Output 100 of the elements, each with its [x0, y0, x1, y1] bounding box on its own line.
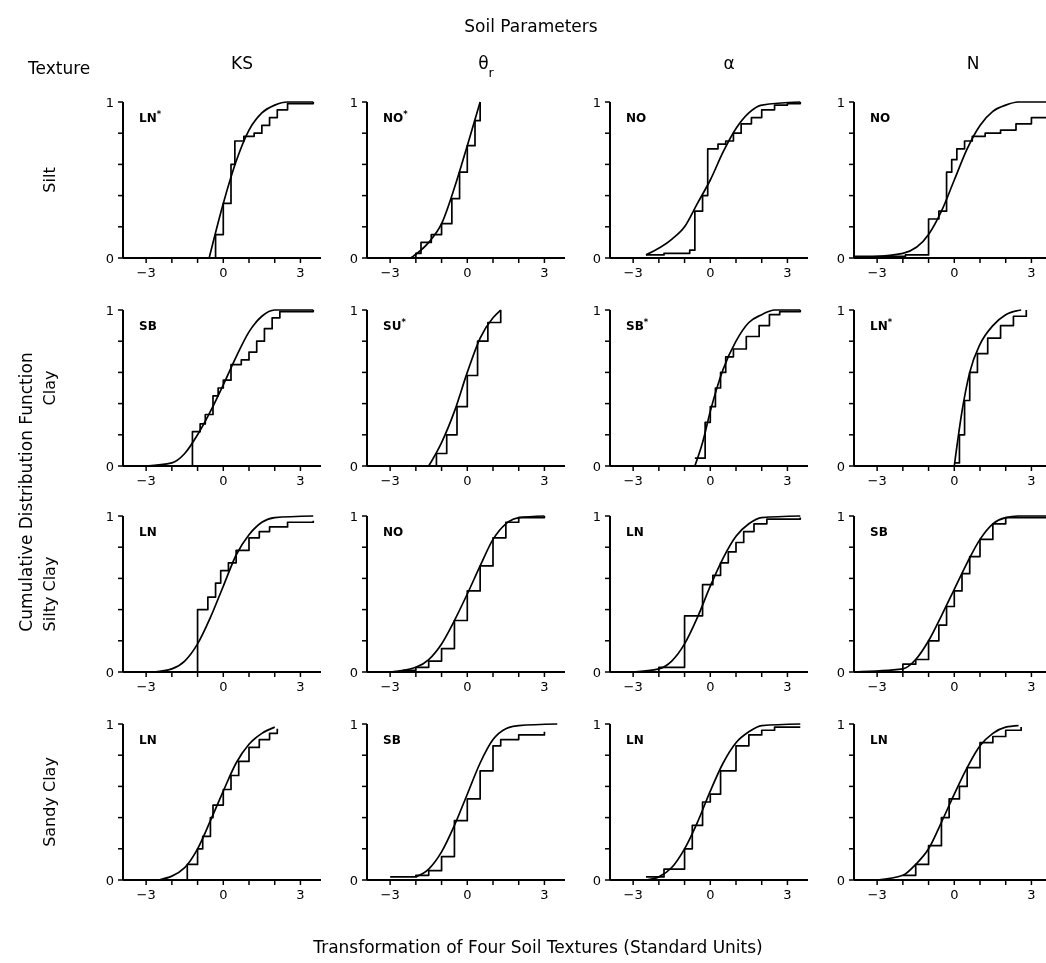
y-tick-label: 1 — [836, 716, 845, 732]
text: Cumulative Distribution Function — [16, 352, 36, 632]
y-axis-title: Clay — [40, 370, 59, 406]
x-tick-label: −3 — [380, 679, 400, 694]
x-tick-label: 0 — [950, 265, 959, 280]
x-tick-label: −3 — [136, 265, 156, 280]
y-tick-label: 0 — [105, 250, 114, 266]
x-tick-label: −3 — [867, 887, 887, 902]
x-tick-label: 0 — [463, 679, 472, 694]
y-tick-label: 0 — [836, 872, 845, 888]
x-tick-label: 0 — [706, 265, 715, 280]
y-axis-title: Silt — [40, 167, 59, 193]
x-tick-label: −3 — [136, 679, 156, 694]
x-tick-label: 0 — [706, 473, 715, 488]
x-tick-label: −3 — [867, 265, 887, 280]
x-tick-label: −3 — [380, 265, 400, 280]
x-tick-label: 0 — [463, 473, 472, 488]
x-tick-label: 0 — [950, 679, 959, 694]
y-tick-label: 1 — [836, 94, 845, 110]
annotation: LN — [139, 525, 157, 539]
y-tick-label: 1 — [105, 508, 114, 524]
x-tick-label: −3 — [623, 887, 643, 902]
chart-title: N — [966, 53, 980, 73]
annotation: SB — [870, 525, 888, 539]
x-tick-label: 0 — [950, 473, 959, 488]
x-tick-label: −3 — [136, 473, 156, 488]
y-tick-label: 0 — [349, 458, 358, 474]
x-tick-label: 3 — [540, 473, 549, 488]
x-tick-label: 3 — [783, 265, 792, 280]
y-axis-title: Silty Clay — [40, 556, 59, 632]
x-tick-label: 3 — [783, 473, 792, 488]
x-tick-label: 3 — [296, 679, 305, 694]
annotation: LN — [139, 733, 157, 747]
x-tick-label: −3 — [623, 265, 643, 280]
x-tick-label: 3 — [1027, 473, 1036, 488]
annotation: SB — [383, 733, 401, 747]
x-tick-label: −3 — [380, 473, 400, 488]
annotation: LN — [626, 733, 644, 747]
y-tick-label: 1 — [349, 94, 358, 110]
y-tick-label: 0 — [836, 458, 845, 474]
annotation: SB$^{*}$ — [626, 317, 649, 333]
chart-title: KS — [231, 53, 253, 73]
y-tick-label: 0 — [349, 872, 358, 888]
x-tick-label: 0 — [463, 265, 472, 280]
x-tick-label: 0 — [219, 473, 228, 488]
y-tick-label: 1 — [592, 716, 601, 732]
x-tick-label: 0 — [219, 887, 228, 902]
x-tick-label: 0 — [706, 887, 715, 902]
y-tick-label: 0 — [592, 250, 601, 266]
text: Transformation of Four Soil Textures (Standard Units) — [312, 937, 763, 957]
y-tick-label: 0 — [836, 664, 845, 680]
x-tick-label: 0 — [950, 887, 959, 902]
x-tick-label: 3 — [783, 679, 792, 694]
y-axis-title: Sandy Clay — [40, 757, 59, 847]
y-tick-label: 0 — [349, 664, 358, 680]
y-tick-label: 1 — [836, 302, 845, 318]
annotation: NO — [626, 111, 647, 125]
y-tick-label: 1 — [349, 302, 358, 318]
y-tick-label: 1 — [592, 508, 601, 524]
x-tick-label: 3 — [1027, 679, 1036, 694]
annotation: NO — [383, 525, 404, 539]
x-tick-label: 3 — [540, 265, 549, 280]
x-tick-label: 3 — [296, 473, 305, 488]
chart-title: θ$_{r}$ — [478, 53, 495, 80]
x-tick-label: −3 — [623, 679, 643, 694]
text: Texture — [27, 58, 91, 78]
y-tick-label: 0 — [105, 872, 114, 888]
y-tick-label: 0 — [105, 664, 114, 680]
x-tick-label: −3 — [623, 473, 643, 488]
annotation: LN$^{*}$ — [870, 317, 893, 333]
annotation: LN — [870, 733, 888, 747]
annotation: NO$^{*}$ — [383, 109, 409, 125]
annotation: NO — [870, 111, 891, 125]
x-tick-label: 3 — [296, 887, 305, 902]
y-tick-label: 0 — [349, 250, 358, 266]
y-tick-label: 0 — [592, 458, 601, 474]
y-tick-label: 1 — [836, 508, 845, 524]
x-tick-label: 3 — [783, 887, 792, 902]
text: Soil Parameters — [464, 16, 598, 36]
x-tick-label: 0 — [706, 679, 715, 694]
y-tick-label: 1 — [349, 716, 358, 732]
y-tick-label: 0 — [836, 250, 845, 266]
x-tick-label: −3 — [136, 887, 156, 902]
chart-title: α — [723, 53, 735, 73]
y-tick-label: 1 — [592, 302, 601, 318]
y-tick-label: 1 — [592, 94, 601, 110]
annotation: LN — [626, 525, 644, 539]
y-tick-label: 1 — [349, 508, 358, 524]
x-tick-label: 3 — [540, 887, 549, 902]
x-tick-label: −3 — [867, 679, 887, 694]
x-tick-label: −3 — [867, 473, 887, 488]
x-tick-label: 0 — [219, 265, 228, 280]
annotation: LN$^{*}$ — [139, 109, 162, 125]
y-tick-label: 1 — [105, 302, 114, 318]
x-tick-label: 3 — [1027, 887, 1036, 902]
x-tick-label: −3 — [380, 887, 400, 902]
y-tick-label: 0 — [592, 664, 601, 680]
y-tick-label: 0 — [592, 872, 601, 888]
annotation: SB — [139, 319, 157, 333]
x-tick-label: 0 — [463, 887, 472, 902]
